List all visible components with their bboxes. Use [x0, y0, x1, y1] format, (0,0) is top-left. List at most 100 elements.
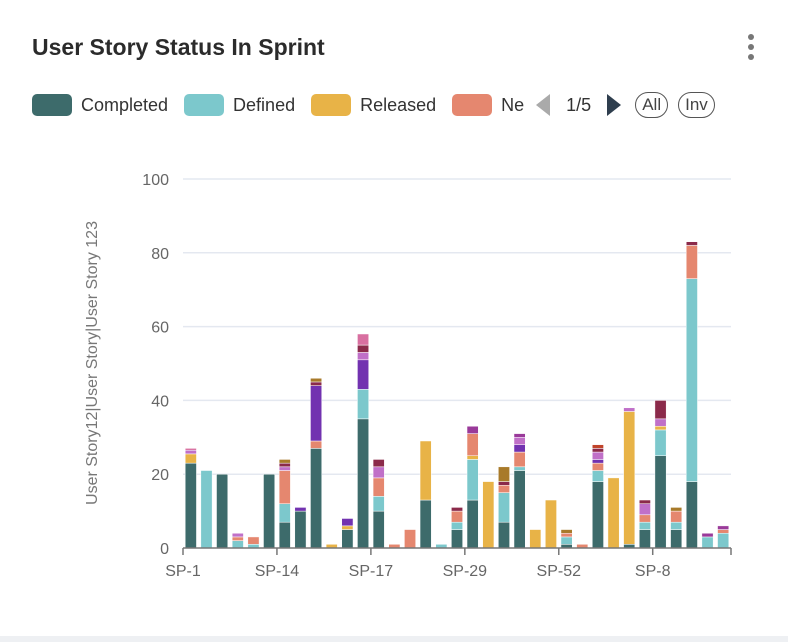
previous-page-icon[interactable] [536, 94, 551, 116]
bar-segment [513, 433, 526, 438]
bar-segment [372, 477, 385, 497]
bar-segment [466, 459, 479, 501]
bar-segment [451, 510, 463, 523]
bar-segment [592, 459, 604, 464]
bar-segment [638, 521, 651, 530]
bar-segment [560, 532, 573, 538]
bar-segment [278, 503, 291, 523]
bar-segment [701, 536, 714, 549]
bar-segment [513, 444, 526, 453]
bar-segment [670, 510, 683, 523]
y-tick-label: 20 [151, 467, 169, 484]
bar-segment [294, 507, 307, 512]
bar-segment [654, 418, 667, 427]
bar-segment [592, 451, 604, 460]
bar-segment [482, 481, 495, 549]
bar-segment [513, 470, 526, 549]
bar-segment [310, 440, 322, 449]
bar-segment [623, 411, 636, 545]
legend-item-defined[interactable]: Defined [184, 94, 295, 116]
bar-segment [341, 525, 354, 530]
bar-segment [419, 440, 432, 501]
bar-segment [419, 499, 432, 549]
legend-swatch [184, 94, 225, 116]
select-all-button[interactable]: All [635, 92, 669, 118]
bar-segment [513, 466, 526, 471]
bar-segment [451, 529, 463, 549]
bar-segment [670, 529, 683, 549]
bar-segment [310, 448, 322, 549]
bar-segment [357, 333, 369, 346]
bar-segment [247, 536, 260, 545]
bar-segment [184, 462, 197, 549]
bar-segment [592, 462, 604, 471]
bar-segment [638, 514, 651, 523]
bar-segment [310, 381, 322, 386]
bar-segment [278, 521, 291, 549]
bar-segment [341, 518, 354, 527]
bar-segment [372, 459, 385, 468]
y-tick-label: 100 [142, 172, 169, 189]
bar-segment [654, 429, 667, 457]
bar-segment [701, 532, 714, 538]
bar-segment [466, 455, 479, 460]
legend-swatch [452, 94, 493, 116]
bar-segment [357, 389, 369, 420]
next-page-icon[interactable] [607, 94, 622, 116]
bar-segment [466, 433, 479, 456]
bar-segment [357, 344, 369, 353]
bar-segment [654, 425, 667, 431]
bar-segment [638, 503, 651, 516]
bar-segment [278, 466, 291, 471]
bar-segment [498, 466, 510, 482]
bar-segment [607, 477, 620, 549]
bar-segment [498, 521, 510, 549]
invert-selection-button[interactable]: Inv [678, 92, 715, 118]
bar-segment [372, 496, 385, 512]
x-tick-label: SP-52 [537, 563, 582, 580]
legend-item-ne[interactable]: Ne [452, 94, 524, 116]
legend-label: Ne [501, 94, 525, 115]
bar-segment [372, 466, 385, 479]
bar-segment [466, 499, 479, 549]
bar-segment [404, 529, 416, 549]
legend-label: Completed [81, 94, 169, 115]
card-title: User Story Status In Sprint [32, 34, 325, 60]
bar-segment [372, 510, 385, 549]
legend-item-released[interactable]: Released [311, 94, 436, 116]
bar-segment [545, 499, 557, 549]
x-tick-label: SP-8 [635, 563, 671, 580]
x-tick-label: SP-29 [443, 563, 488, 580]
x-tick-label: SP-14 [255, 563, 300, 580]
bar-segment [560, 529, 573, 534]
bar-segment [685, 245, 698, 279]
y-tick-label: 40 [151, 393, 169, 410]
y-axis-label: User Story12|User Story|User Story 123 [84, 221, 101, 505]
bar-segment [451, 521, 463, 530]
legend-pager: 1/5 All Inv [536, 92, 725, 118]
bar-segment [231, 536, 244, 541]
bar-segment [341, 529, 354, 549]
bar-segment [263, 473, 276, 549]
bar-segment [310, 378, 322, 383]
bar-segment [670, 507, 683, 512]
legend-item-completed[interactable]: Completed [32, 94, 168, 116]
bar-segment [184, 453, 197, 464]
bar-segment [184, 449, 197, 455]
bar-segment [498, 485, 510, 493]
legend-page-indicator: 1/5 [566, 94, 592, 115]
bar-segment [623, 407, 636, 412]
legend-label: Released [360, 94, 437, 115]
bar-segment [592, 444, 604, 449]
bar-segment [670, 521, 683, 530]
bar-segment [529, 529, 542, 549]
more-options-icon[interactable] [744, 34, 758, 64]
bar-segment [200, 470, 213, 549]
bar-segment [685, 241, 698, 246]
bar-segment [216, 473, 229, 549]
bar-segment [638, 499, 651, 504]
bar-segment [560, 536, 573, 545]
bar-segment [498, 492, 510, 523]
bar-segment [685, 278, 698, 482]
